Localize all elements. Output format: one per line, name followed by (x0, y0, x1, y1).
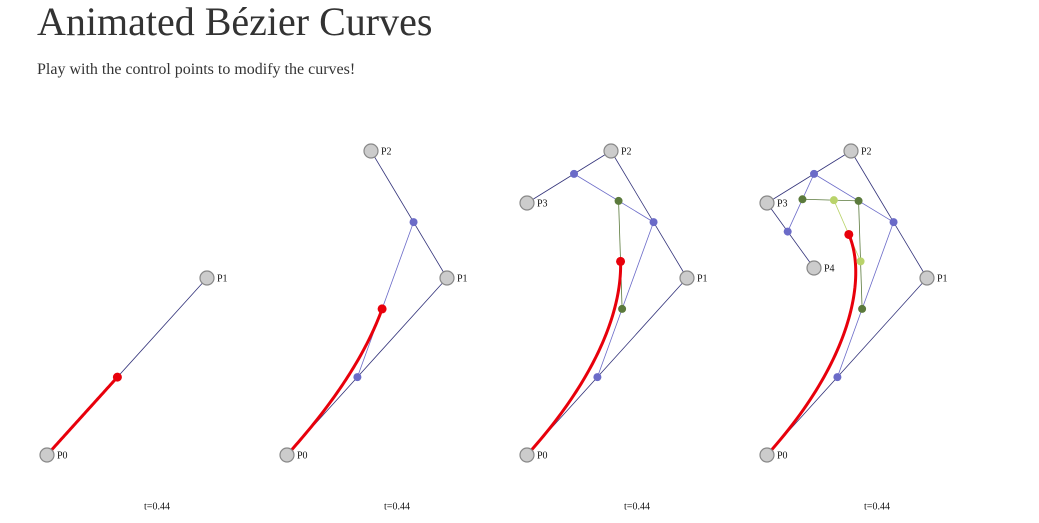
control-point[interactable] (806, 260, 822, 276)
page-title: Animated Bézier Curves (37, 0, 433, 44)
control-point-label: P2 (861, 146, 872, 157)
control-point[interactable] (519, 447, 535, 463)
control-point-label: P1 (217, 273, 228, 284)
construction-line (618, 200, 623, 309)
control-point-label: P1 (457, 273, 468, 284)
bezier-curve (525, 261, 623, 457)
bezier-curve (285, 308, 384, 457)
t-label: t=0.44 (384, 501, 410, 512)
construction-point (810, 169, 819, 178)
control-point-label: P3 (537, 198, 548, 209)
control-line (850, 150, 928, 279)
curve-point (112, 372, 122, 382)
construction-point (618, 304, 627, 313)
control-point[interactable] (843, 143, 859, 159)
construction-line (573, 173, 654, 223)
construction-line (597, 221, 654, 378)
control-point[interactable] (759, 195, 775, 211)
control-line (766, 150, 852, 204)
control-line (766, 277, 928, 456)
t-label: t=0.44 (144, 501, 170, 512)
control-point[interactable] (679, 270, 695, 286)
control-line (610, 150, 688, 279)
construction-point (783, 227, 792, 236)
construction-point (409, 218, 418, 227)
control-point[interactable] (519, 195, 535, 211)
control-line (766, 202, 815, 269)
control-point[interactable] (199, 270, 215, 286)
control-point[interactable] (759, 447, 775, 463)
curve-point (844, 229, 854, 239)
control-point-label: P0 (57, 450, 68, 461)
control-point[interactable] (279, 447, 295, 463)
construction-line (357, 221, 414, 378)
curve-point (616, 256, 626, 266)
construction-line (837, 221, 894, 378)
control-line (370, 150, 448, 279)
construction-point (833, 373, 842, 382)
control-point-label: P1 (937, 273, 948, 284)
control-point[interactable] (439, 270, 455, 286)
t-label: t=0.44 (624, 501, 650, 512)
construction-point (798, 195, 807, 204)
control-line (526, 150, 612, 204)
control-point-label: P4 (824, 263, 835, 274)
construction-point (889, 218, 898, 227)
control-point-label: P1 (697, 273, 708, 284)
construction-line (813, 173, 894, 223)
construction-point (858, 304, 867, 313)
bezier-curve (45, 376, 119, 457)
construction-point (649, 218, 658, 227)
page-subtitle: Play with the control points to modify t… (37, 61, 356, 78)
control-point[interactable] (39, 447, 55, 463)
control-point[interactable] (363, 143, 379, 159)
control-point-label: P0 (537, 450, 548, 461)
construction-point (353, 373, 362, 382)
control-point-label: P2 (621, 146, 632, 157)
control-point[interactable] (603, 143, 619, 159)
construction-point (570, 169, 579, 178)
t-label: t=0.44 (864, 501, 890, 512)
construction-point (829, 196, 838, 205)
construction-line (858, 200, 863, 309)
control-point-label: P0 (297, 450, 308, 461)
construction-point (593, 373, 602, 382)
bezier-curve (765, 233, 858, 456)
control-point-label: P0 (777, 450, 788, 461)
construction-point (856, 257, 865, 266)
curve-point (377, 304, 387, 314)
control-point[interactable] (919, 270, 935, 286)
control-point-label: P3 (777, 198, 788, 209)
construction-point (614, 196, 623, 205)
construction-point (854, 196, 863, 205)
control-point-label: P2 (381, 146, 392, 157)
